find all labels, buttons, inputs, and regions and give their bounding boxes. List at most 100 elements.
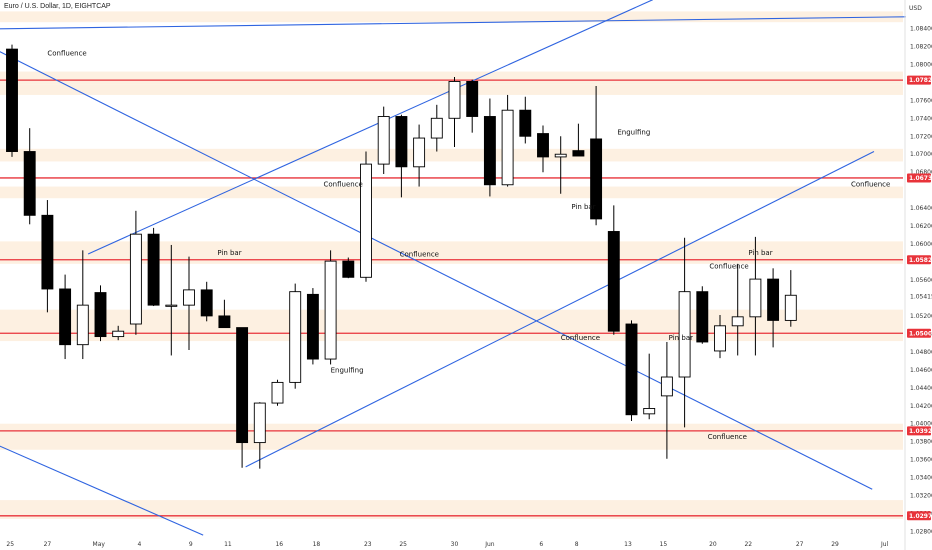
x-tick-label: 27 [796, 541, 804, 548]
candle-bear [23, 151, 36, 216]
candle-bear [625, 323, 638, 416]
x-tick-label: 8 [575, 541, 579, 548]
y-tick-label: 1.05200 [910, 313, 932, 320]
y-tick-label: 1.08000 [910, 61, 932, 68]
x-tick-label: 4 [138, 541, 142, 548]
price-badge [907, 75, 931, 85]
y-tick-label: 1.03400 [910, 475, 932, 482]
y-axis: 1.08400 1.08200 1.08000 1.07600 1.07400 1.072… [904, 0, 932, 550]
annotation-label: Confluence [851, 181, 890, 189]
candle-bull [554, 153, 567, 158]
y-tick-label: 1.03800 [910, 439, 932, 446]
y-tick-label: 1.04400 [910, 385, 932, 392]
candle-bear [218, 315, 231, 329]
candle-bear [572, 150, 585, 157]
trend-line [245, 151, 875, 468]
candle-bull [112, 330, 125, 338]
candle-bull [183, 289, 195, 306]
annotation-label: Confluence [561, 334, 600, 342]
candle-bull [253, 402, 266, 444]
annotation-label: Pin bar [669, 334, 693, 342]
candle-bull [413, 137, 426, 168]
candle-bear [236, 327, 249, 444]
price-badge-label: 1.02975 [909, 513, 932, 520]
candle-bull [448, 81, 461, 119]
zone-band [0, 500, 903, 519]
x-tick-label: 20 [709, 541, 717, 548]
annotation-label: Confluence [324, 181, 363, 189]
y-tick-label: 1.03600 [910, 457, 932, 464]
trend-line [0, 445, 204, 536]
candle-bull [324, 260, 337, 360]
price-badge-label: 1.05825 [909, 257, 932, 264]
trend-line [87, 0, 653, 255]
candle-bear [767, 278, 780, 321]
x-tick-label: 25 [399, 541, 407, 548]
candle-bear [41, 214, 54, 290]
y-tick-label: 1.08200 [910, 43, 932, 50]
x-tick-label: 29 [831, 541, 839, 548]
zone-band [0, 11, 903, 23]
price-badge [907, 328, 931, 338]
y-tick-label: 1.05600 [910, 277, 932, 284]
y-tick-label: 1.06800 [910, 169, 932, 176]
x-tick-label: 25 [6, 541, 14, 548]
x-tick-label: 30 [451, 541, 459, 548]
candle-bear [6, 48, 18, 152]
axis-unit: USD [909, 5, 922, 12]
candle-bear [306, 293, 319, 360]
x-tick-label: 27 [44, 541, 52, 548]
candle-bear [537, 133, 549, 158]
y-tick-label: 1.06200 [910, 223, 932, 230]
price-badge-label: 1.05007 [909, 330, 932, 337]
x-tick-label: 6 [539, 541, 543, 548]
y-tick-label: 1.08400 [910, 25, 932, 32]
annotation-label: Confluence [709, 262, 748, 270]
x-tick-label: 16 [275, 541, 283, 548]
candle-bull [430, 117, 443, 139]
zone-band [0, 241, 903, 264]
candle-bear [483, 116, 496, 186]
candle-bull [129, 233, 142, 325]
candle-bull [501, 109, 514, 186]
x-tick-label: 23 [364, 541, 372, 548]
x-tick-label: 11 [224, 541, 232, 548]
y-tick-label: 1.04600 [910, 367, 932, 374]
candle-bear [59, 288, 72, 346]
candle-bear [519, 109, 532, 137]
candle-bull [360, 163, 372, 278]
candle-bear [696, 291, 709, 343]
candle-bull [660, 376, 673, 397]
x-tick-label: May [93, 541, 106, 548]
candle-bull [678, 291, 691, 378]
x-tick-label: 9 [189, 541, 193, 548]
y-tick-label: 1.04800 [910, 349, 932, 356]
candle-bear [607, 231, 620, 332]
candle-bear [94, 292, 107, 338]
annotation-label: Engulfing [331, 367, 364, 375]
y-tick-label: 1.07200 [910, 133, 932, 140]
zone-band [0, 438, 903, 450]
candle-bull [714, 325, 726, 352]
x-axis: 25 27 May 4 9 11 16 18 23 25 30 Jun 6 8 13 15 20 22 27 29 Ju… [6, 541, 888, 548]
price-badge [907, 426, 931, 436]
trend-line [0, 16, 906, 30]
chart-title: Euro / U.S. Dollar, 1D, EIGHTCAP [4, 3, 111, 10]
annotation-label: Pin bar [748, 249, 772, 257]
y-tick-label: 1.06400 [910, 205, 932, 212]
y-tick-label: 1.04000 [910, 421, 932, 428]
price-badges: 1.07825 1.06736 1.05825 1.05007 1.03920 1.029… [907, 75, 932, 521]
candle-bear [147, 233, 160, 306]
zone-band [0, 186, 903, 199]
y-tick-label: 1.04200 [910, 403, 932, 410]
candle-bull [731, 316, 744, 327]
candle-bull [784, 294, 797, 321]
zone-band [0, 148, 903, 162]
x-tick-label: 15 [660, 541, 668, 548]
annotation-label: Confluence [400, 251, 439, 259]
candle-bull [165, 304, 178, 307]
x-tick-label: 13 [624, 541, 632, 548]
y-tick-label: 1.07600 [910, 97, 932, 104]
